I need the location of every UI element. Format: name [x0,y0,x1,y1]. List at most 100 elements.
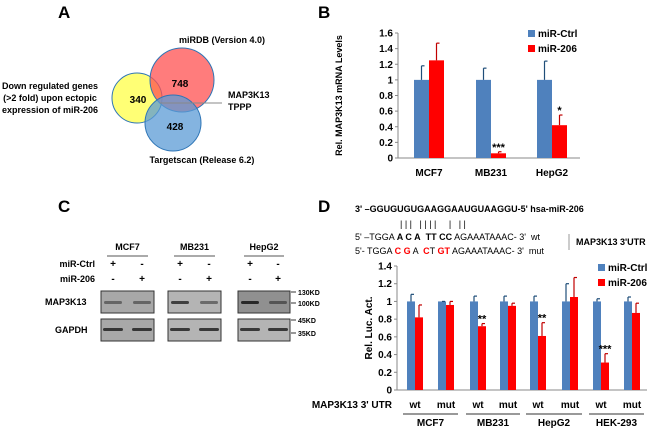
venn-label-line: Down regulated genes [2,81,98,91]
venn-count-downregulated: 340 [130,95,147,106]
x-tick-label: mut [561,400,580,411]
blot-sign: + [206,274,212,285]
bar-mir-206 [601,362,609,390]
band-gapdh [240,328,260,331]
y-tick-label: 0.2 [378,368,392,379]
blot-sign: + [110,259,116,270]
band-map3k13 [171,301,189,304]
blot-strip-map3k13 [100,290,155,314]
significance-marker: ** [538,313,547,325]
band-map3k13 [200,301,218,304]
x-tick-label: wt [408,400,421,411]
panel-label-a: A [58,3,70,22]
y-tick-label: 0.2 [379,138,393,149]
x-tick-label: mut [623,400,642,411]
blot-sign: - [178,274,181,285]
group-label: MB231 [477,418,510,429]
band-gapdh [132,328,152,331]
panel-label-d: D [318,197,330,216]
x-tick-label: MCF7 [415,168,443,179]
band-map3k13 [133,301,151,304]
group-label: HEK-293 [596,418,638,429]
sequence-segment: 5'- TGGA [355,246,395,256]
y-tick-label: 1.4 [379,44,393,55]
bar-mir-206 [415,317,423,390]
blot-strip-gapdh [237,318,291,342]
venn-circle-targetscan [144,94,202,152]
band-gapdh [170,328,190,331]
x-tick-label: MB231 [475,168,508,179]
marker-label: 45KD [298,318,316,325]
y-axis-label: Rel. Luc. Act. [364,296,375,359]
blot-sign: + [177,259,183,270]
bar-mir-206 [570,297,578,390]
bar-mir-ctrl [624,301,632,390]
blot-sign: + [247,259,253,270]
legend-label: miR-Ctrl [608,263,648,274]
bar-mir-206 [478,326,486,390]
marker-label: 130KD [298,290,320,297]
blot-cell-label: HepG2 [249,242,278,252]
bar-mir-206 [429,60,444,158]
utr-label: MAP3K13 3'UTR [576,237,646,247]
blot-sign: - [140,259,143,270]
panel-label-c: C [58,197,70,216]
bar-mir-ctrl [500,301,508,390]
sequence-segment: TT CC [426,232,453,242]
x-tick-label: HepG2 [536,168,569,179]
legend-swatch [598,279,605,286]
pairing-lines: | | | | | | | | | | [400,219,466,229]
bar-mir-ctrl [407,301,415,390]
y-tick-label: 0 [386,386,392,397]
blot-sign: - [111,274,114,285]
bar-mir-206 [491,153,506,158]
y-tick-label: 1.2 [378,279,392,290]
significance-marker: *** [492,142,506,154]
y-tick-label: 0 [387,154,393,165]
venn-label-mirdb: miRDB (Version 4.0) [179,35,265,45]
y-tick-label: 1.4 [378,262,392,273]
chart-b-mrna-levels: 0 0.2 0.4 0.6 0.8 1 1.2 1.4 1.6 Rel. MAP3K13 mRNA… [334,29,580,179]
bar-mir-ctrl [537,79,552,158]
band-map3k13 [104,301,122,304]
legend-label: miR-Ctrl [538,29,578,40]
band-gapdh [268,328,288,331]
legend-label: miR-206 [608,278,647,289]
venn-diagram: 340 748 428 Down regulated genes (>2 fol… [2,35,270,165]
legend-label: miR-206 [538,44,577,55]
y-tick-label: 0.4 [379,122,393,133]
venn-label-line: expression of miR-206 [2,105,98,115]
x-tick-label: mut [437,400,456,411]
y-tick-label: 1 [386,297,392,308]
y-tick-label: 0.6 [378,332,392,343]
bar-mir-ctrl [593,301,601,390]
significance-marker: *** [599,344,613,356]
sequence-alignment: 3' –GGUGUGUGAAGGAAUGUAAGGU-5' hsa-miR-20… [355,204,646,256]
bar-mir-ctrl [476,79,491,158]
bar-mir-206 [508,305,516,390]
x-tick-label: mut [499,400,518,411]
significance-marker: ** [478,314,487,326]
venn-count-mirdb: 748 [172,79,189,90]
blot-condition-label: miR-206 [60,274,95,284]
y-tick-label: 0.4 [378,350,392,361]
x-tick-label: wt [594,400,607,411]
bar-mir-206 [552,125,567,158]
sequence-segment: AGAAATAAAC- 3' mut [450,246,544,256]
bar-mir-ctrl [438,301,446,390]
venn-label-targetscan: Targetscan (Release 6.2) [150,155,255,165]
y-tick-label: 0.6 [379,107,393,118]
sequence-segment: C G [395,246,411,256]
blot-condition-label: miR-Ctrl [60,259,96,269]
bar-mir-ctrl [530,301,538,390]
mut-sequence: 5'- TGGA C G A CT GT AGAAATAAAC- 3' mut [355,246,544,256]
venn-gene: TPPP [228,102,252,112]
bar-mir-ctrl [470,301,478,390]
legend-swatch [528,30,535,37]
blot-row-label-map3k13: MAP3K13 [45,297,87,307]
blot-sign: - [207,259,210,270]
band-gapdh [103,328,123,331]
blot-cell-label: MB231 [180,242,209,252]
blot-sign: + [139,274,145,285]
